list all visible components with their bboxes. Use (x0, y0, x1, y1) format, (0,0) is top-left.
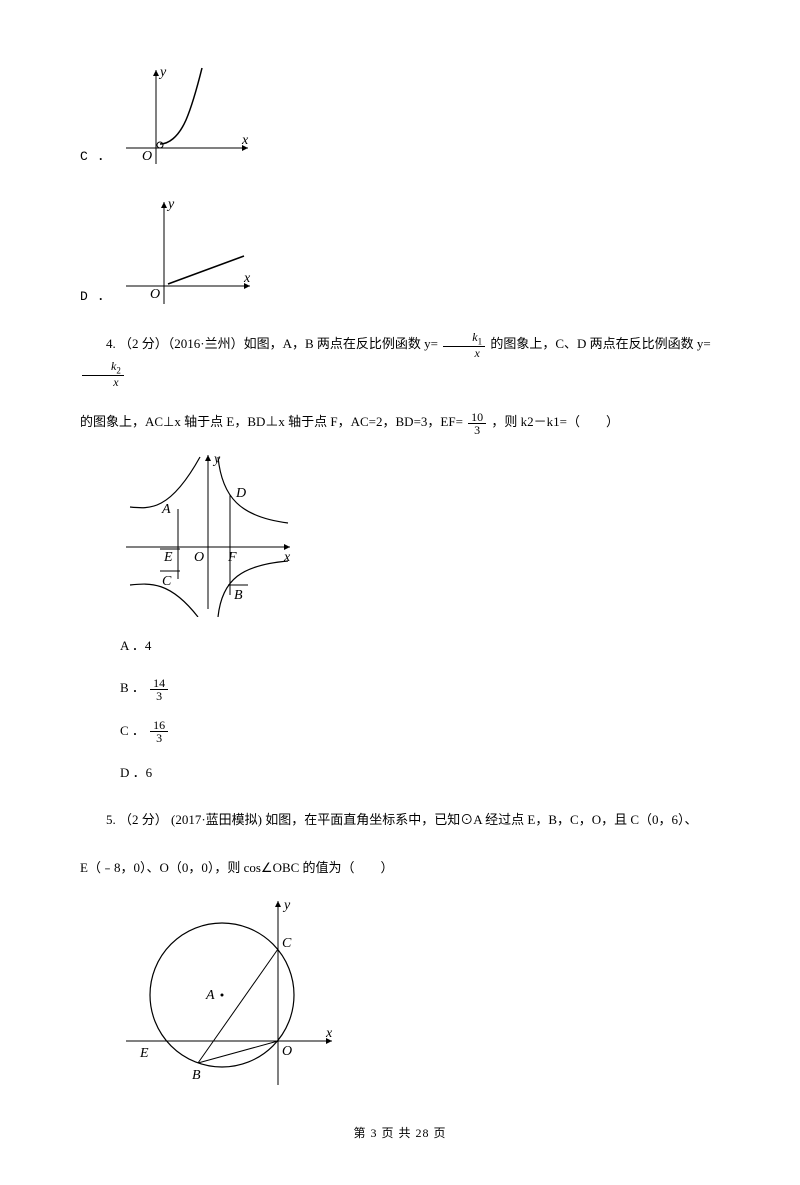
q4-option-b: B ． 14 3 (120, 675, 720, 702)
question-4-text: 4. （2 分）（2016·兰州）如图，A，B 两点在反比例函数 y= k1 x… (80, 330, 720, 388)
graph-option-c: Ox y (120, 60, 260, 170)
graph-question-5: Ox y A C E B (120, 891, 340, 1091)
q4-option-c: C ． 16 3 (120, 718, 720, 745)
q4-frac-k2: k2 x (82, 360, 124, 388)
graph-question-4: Ox y A C D B E F (120, 447, 300, 617)
svg-text:y: y (212, 452, 221, 467)
q4-diagram-wrap: Ox y A C D B E F (120, 447, 720, 617)
q4-text-part1: 4. （2 分）（2016·兰州）如图，A，B 两点在反比例函数 y= (106, 336, 441, 351)
q5-diagram-wrap: Ox y A C E B (120, 891, 720, 1091)
svg-text:C: C (162, 574, 172, 589)
svg-text:x: x (243, 271, 251, 286)
svg-text:y: y (166, 197, 175, 212)
svg-text:x: x (325, 1026, 333, 1041)
q4-option-d: D ．6 (120, 760, 720, 786)
svg-text:O: O (282, 1044, 292, 1059)
svg-text:A: A (205, 988, 215, 1003)
svg-text:A: A (161, 502, 171, 517)
question-5-line1: 5. （2 分） (2017·蓝田模拟) 如图，在平面直角坐标系中，已知⊙A 经… (80, 806, 720, 835)
svg-text:F: F (227, 550, 237, 565)
svg-text:x: x (283, 550, 291, 565)
svg-text:y: y (158, 65, 167, 80)
option-d-label: D ． (80, 284, 112, 310)
q4-frac-ef: 10 3 (468, 411, 486, 436)
svg-text:B: B (192, 1068, 201, 1083)
page-footer: 第 3 页 共 28 页 (80, 1121, 720, 1145)
option-c-row: C ． Ox y (80, 60, 720, 170)
option-c-label: C ． (80, 144, 112, 170)
question-5-line2: E（﹣8，0）、O（0，0），则 cos∠OBC 的值为（ ） (80, 855, 720, 881)
svg-text:E: E (139, 1046, 149, 1061)
svg-text:O: O (142, 149, 152, 164)
svg-text:y: y (282, 898, 291, 913)
q4-frac-k1: k1 x (443, 331, 485, 359)
svg-text:E: E (163, 550, 173, 565)
svg-text:O: O (150, 287, 160, 302)
svg-text:B: B (234, 588, 243, 603)
q4-text-part2: 的图象上，C、D 两点在反比例函数 y= (490, 336, 710, 351)
graph-option-d: Ox y (120, 190, 260, 310)
svg-text:D: D (235, 486, 246, 501)
q4-text-part4: ，则 k2－k1=（ ） (491, 414, 619, 429)
question-4-text-line2: 的图象上，AC⊥x 轴于点 E，BD⊥x 轴于点 F，AC=2，BD=3，EF=… (80, 408, 720, 437)
option-d-row: D ． Ox y (80, 190, 720, 310)
q4-option-a: A ．4 (120, 633, 720, 659)
svg-text:x: x (241, 133, 249, 148)
q4-text-part3: 的图象上，AC⊥x 轴于点 E，BD⊥x 轴于点 F，AC=2，BD=3，EF= (80, 414, 466, 429)
q4-optb-frac: 14 3 (150, 677, 168, 702)
svg-text:C: C (282, 936, 292, 951)
q4-optc-frac: 16 3 (150, 719, 168, 744)
svg-text:O: O (194, 550, 204, 565)
